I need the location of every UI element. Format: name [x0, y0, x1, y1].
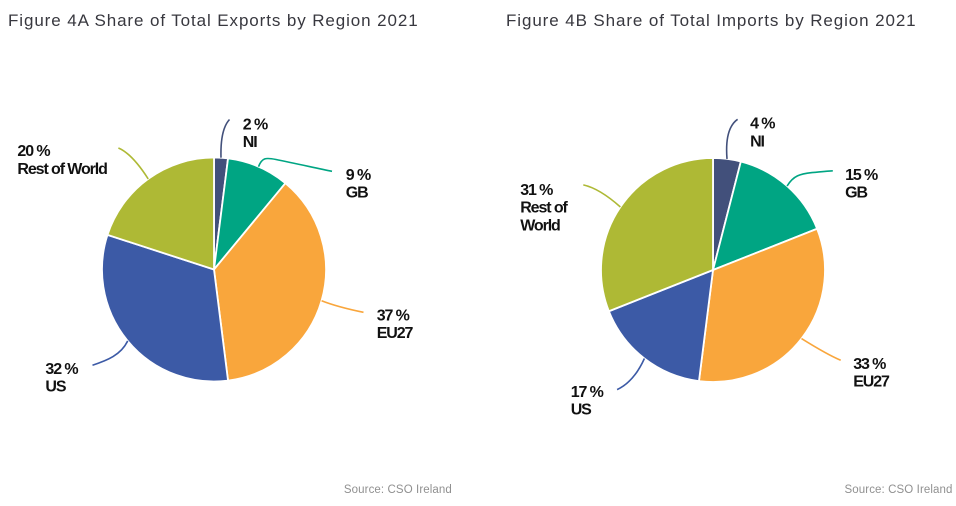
svg-text:37 %EU27: 37 % EU27: [377, 308, 414, 343]
svg-text:Figure 4B Share of Total Impor: Figure 4B Share of Total Imports by Regi…: [506, 11, 917, 30]
svg-text:9 %GB: 9 % GB: [346, 167, 371, 202]
svg-text:Figure 4A Share of Total Expor: Figure 4A Share of Total Exports by Regi…: [8, 11, 419, 30]
svg-text:Source: CSO Ireland: Source: CSO Ireland: [845, 484, 953, 496]
svg-text:Source: CSO Ireland: Source: CSO Ireland: [344, 484, 452, 496]
svg-text:33 %EU27: 33 % EU27: [853, 356, 890, 391]
